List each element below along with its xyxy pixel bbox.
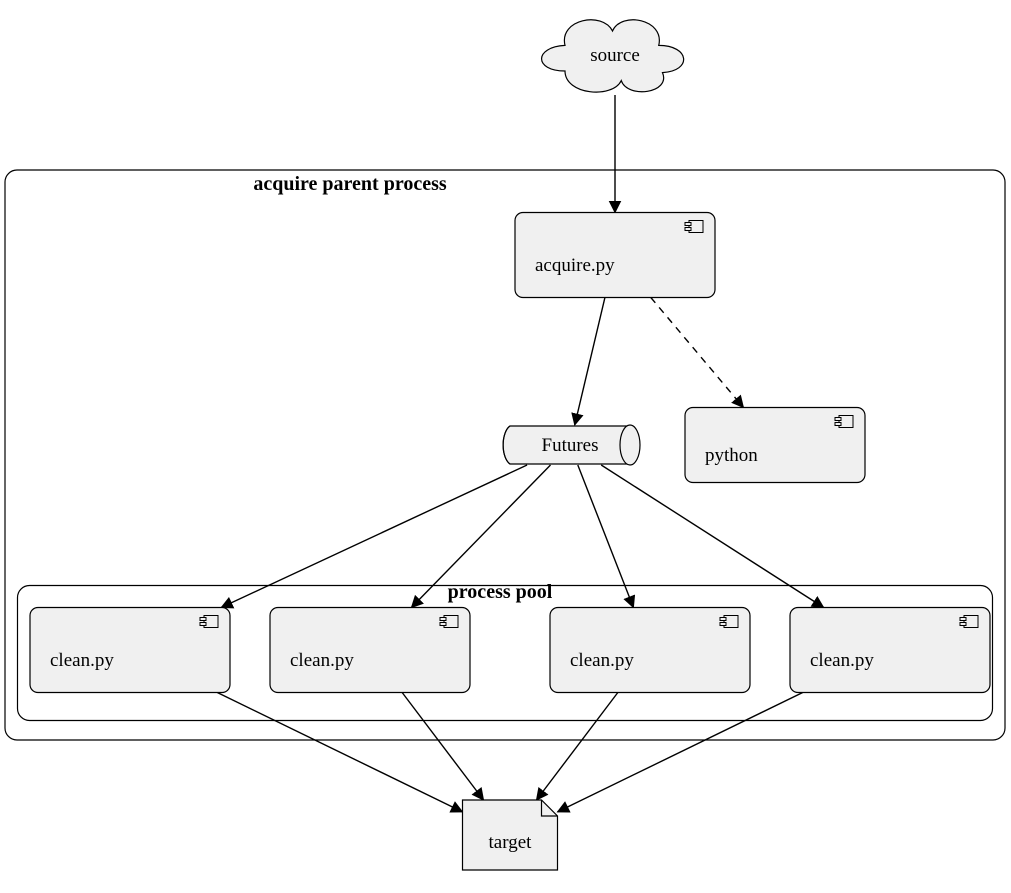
edge-acquire-futures: [575, 298, 605, 426]
label-acquire: acquire.py: [535, 255, 615, 276]
container-title-parent: acquire parent process: [253, 173, 447, 195]
label-source: source: [590, 45, 640, 66]
node-acquire: acquire.py: [515, 213, 715, 298]
edge-acquire-python: [651, 298, 744, 408]
label-python: python: [705, 445, 758, 466]
label-clean2: clean.py: [290, 650, 354, 671]
label-target: target: [489, 832, 533, 853]
edge-clean2-target: [402, 693, 483, 801]
node-target: target: [463, 800, 558, 870]
node-clean4: clean.py: [790, 608, 990, 693]
edge-futures-clean3: [578, 465, 634, 608]
node-futures: Futures: [503, 425, 640, 465]
label-futures: Futures: [542, 435, 599, 456]
node-clean2: clean.py: [270, 608, 470, 693]
node-clean1: clean.py: [30, 608, 230, 693]
diagram-canvas: acquire parent process process pool source…: [0, 0, 1011, 893]
node-python: python: [685, 408, 865, 483]
edge-clean1-target: [217, 693, 462, 812]
edge-futures-clean4: [601, 465, 823, 608]
edge-clean3-target: [536, 693, 617, 801]
label-clean4: clean.py: [810, 650, 874, 671]
edge-clean4-target: [558, 693, 803, 812]
node-clean3: clean.py: [550, 608, 750, 693]
container-title-pool: process pool: [448, 581, 553, 603]
node-source: source: [542, 20, 684, 92]
label-clean1: clean.py: [50, 650, 114, 671]
label-clean3: clean.py: [570, 650, 634, 671]
